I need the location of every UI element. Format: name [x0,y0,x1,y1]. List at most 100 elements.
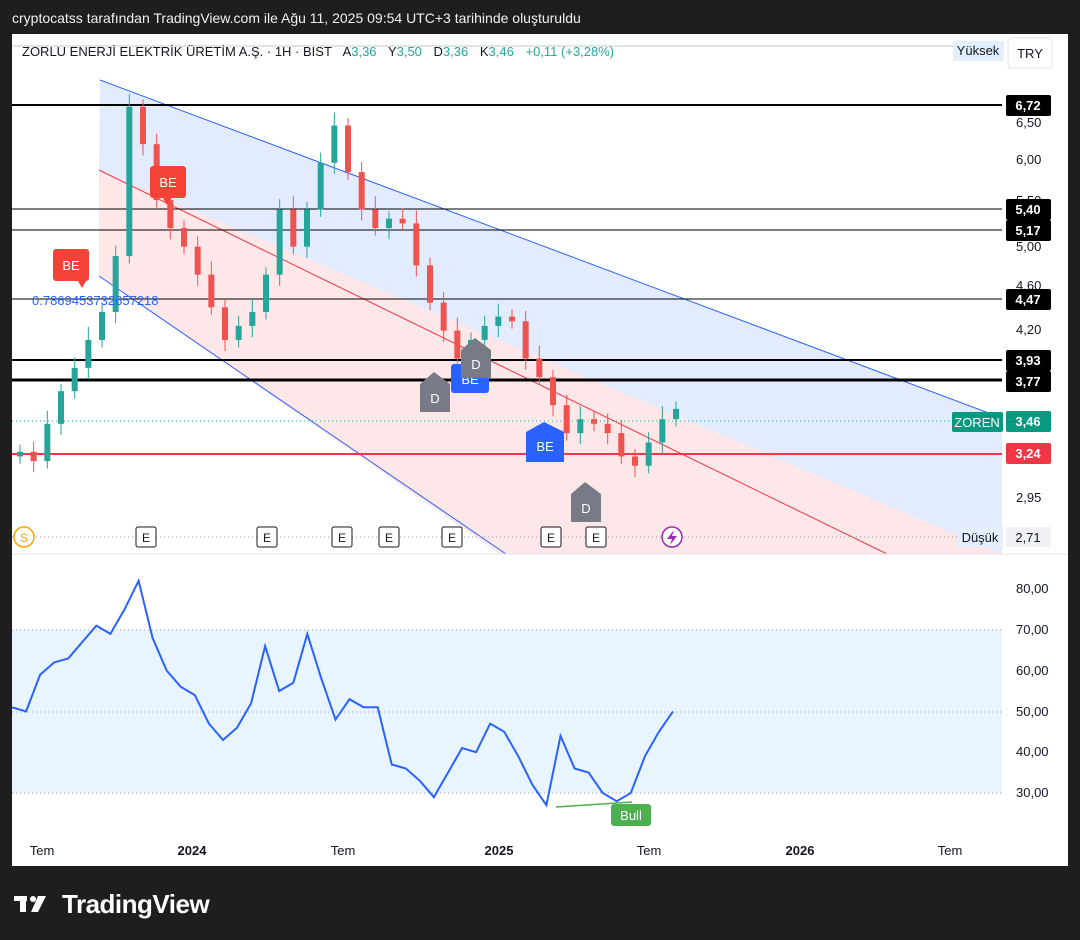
open-value: 3,36 [351,44,376,59]
rsi-pane[interactable]: Bull 80,00 70,00 60,00 50,00 40,00 30,00 [11,577,1049,826]
lightning-marker[interactable] [661,526,683,548]
symbol-name: ZORLU ENERJİ ELEKTRİK ÜRETİM A.Ş. · 1H ·… [22,44,332,59]
candle-body[interactable] [645,442,652,466]
candle-body[interactable] [208,274,215,308]
symbol-tag: ZOREN [954,415,1000,430]
candle-body[interactable] [591,419,597,424]
d-signal-1[interactable]: D [420,372,450,412]
candle-body[interactable] [17,451,23,457]
time-tick: 2026 [786,843,815,858]
bull-divergence-line [555,801,633,808]
candle-body[interactable] [632,456,638,466]
candle-body[interactable] [181,228,187,247]
candle-body[interactable] [276,209,283,275]
candle-body[interactable] [345,125,351,173]
candle-body[interactable] [454,330,461,359]
candle-body[interactable] [386,218,392,229]
currency-button[interactable] [1007,37,1053,69]
time-tick: 2025 [485,843,514,858]
candle-body[interactable] [659,419,666,443]
channel-mid-line[interactable] [98,169,888,554]
level-tag-value: 3,93 [1015,353,1040,368]
candle-body[interactable] [481,325,488,340]
level-tag [1006,371,1051,392]
candle-body[interactable] [550,377,556,406]
earnings-event-marker[interactable]: E [331,526,353,548]
candle-body[interactable] [413,223,420,266]
candle-body[interactable] [427,265,433,303]
candle-body[interactable] [673,408,679,420]
candle-body[interactable] [194,246,201,275]
be-signal-4[interactable]: BE [526,422,564,462]
candle-body[interactable] [263,274,269,312]
bull-label: Bull [620,808,642,823]
candle-body[interactable] [563,405,570,434]
candle-body[interactable] [536,358,543,378]
candle-body[interactable] [372,209,379,229]
chart-panel[interactable]: BE BE BE D D BE D S [11,34,1068,866]
level-tag [1006,95,1051,116]
time-axis[interactable]: Tem 2024 Tem 2025 Tem 2026 Tem [30,843,963,858]
candle-body[interactable] [358,172,365,210]
candle-body[interactable] [235,325,242,340]
signal-markers: BE BE BE D D BE D [53,166,601,522]
d-label: D [430,391,439,406]
candle-body[interactable] [618,433,625,457]
candle-body[interactable] [577,419,584,434]
be-signal-2[interactable]: BE [150,166,186,205]
symbol-legend: ZORLU ENERJİ ELEKTRİK ÜRETİM A.Ş. · 1H ·… [22,44,614,308]
candle-body[interactable] [317,162,324,210]
earnings-event-marker[interactable]: E [135,526,157,548]
price-axis[interactable]: Yüksek TRY 6,50 6,00 5,50 5,00 4,60 4,20… [952,37,1053,547]
candle-body[interactable] [58,391,64,424]
currency-label: TRY [1017,46,1043,61]
candlestick-series[interactable] [17,93,679,477]
candle-body[interactable] [167,200,174,229]
bull-divergence-marker[interactable]: Bull [611,804,651,826]
candle-body[interactable] [304,209,310,247]
d-label: D [471,357,480,372]
channel-upper-line[interactable] [99,79,1002,419]
candle-body[interactable] [495,316,502,326]
candle-body[interactable] [399,218,406,224]
candle-body[interactable] [71,367,78,392]
fib-level-label: 0.7869453732657218 [32,293,159,308]
high-tag: Yüksek [957,43,1000,58]
d-signal-3[interactable]: D [571,482,601,522]
earnings-event-marker[interactable]: E [540,526,562,548]
chart-svg[interactable]: BE BE BE D D BE D S [11,34,1068,866]
close-label: K [480,44,489,59]
candle-body[interactable] [126,106,133,257]
earnings-event-marker[interactable]: E [585,526,607,548]
candle-body[interactable] [112,256,119,312]
candle-body[interactable] [290,209,297,247]
low-value: 2,71 [1015,530,1040,545]
candle-body[interactable] [604,423,611,434]
candle-body[interactable] [440,302,447,331]
candle-body[interactable] [99,311,105,340]
earnings-label: E [385,531,393,545]
split-marker[interactable]: S [13,526,35,548]
d-signal-2[interactable]: D [461,338,491,378]
earnings-event-marker[interactable]: E [441,526,463,548]
candle-body[interactable] [44,423,51,462]
candle-body[interactable] [85,339,92,368]
price-tick: 5,00 [1016,239,1041,254]
earnings-event-marker[interactable]: E [378,526,400,548]
candle-body[interactable] [249,311,256,326]
candle-body[interactable] [331,125,338,163]
rsi-tick: 80,00 [1016,581,1049,596]
candle-body[interactable] [509,316,515,322]
earnings-label: E [338,531,346,545]
channel-lower-line[interactable] [98,275,507,554]
candle-body[interactable] [30,451,37,462]
channel-upper-band [99,80,1002,554]
candle-body[interactable] [140,106,146,145]
low-tag: Düşük [962,530,999,545]
rsi-tick: 40,00 [1016,744,1049,759]
earnings-event-marker[interactable]: E [256,526,278,548]
rsi-line[interactable] [11,577,674,808]
candle-body[interactable] [522,321,529,359]
be-signal-1[interactable]: BE [53,249,89,288]
candle-body[interactable] [222,307,228,340]
